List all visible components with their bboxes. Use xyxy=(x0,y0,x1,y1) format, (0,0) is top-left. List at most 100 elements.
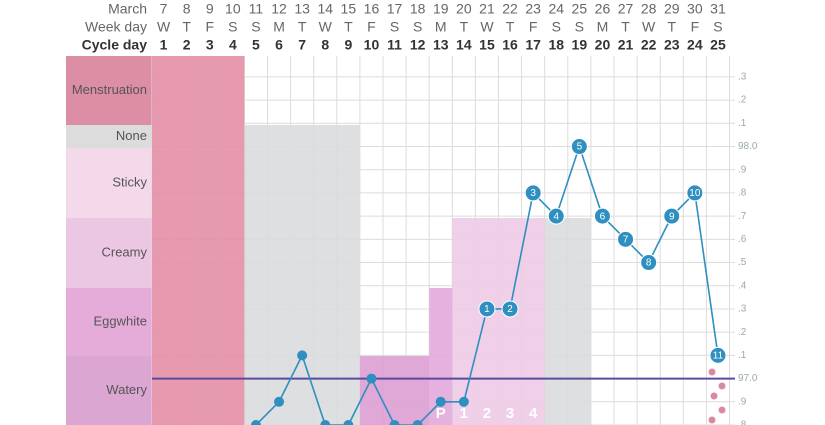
weekday: T xyxy=(344,19,353,35)
mucus-bar xyxy=(498,218,522,425)
cycle-day: 7 xyxy=(298,37,306,53)
temperature-point xyxy=(478,300,496,318)
date-label: 16 xyxy=(364,1,380,17)
row-band xyxy=(66,218,152,288)
date-label: 11 xyxy=(249,1,264,17)
y-tick-label: .3 xyxy=(738,304,747,315)
y-tick-label: .9 xyxy=(738,164,747,175)
date-label: 13 xyxy=(294,1,310,17)
row-label: Watery xyxy=(106,382,147,397)
date-label: 29 xyxy=(664,1,680,17)
mucus-bar xyxy=(290,125,314,425)
date-label: 12 xyxy=(271,1,287,17)
weekday: S xyxy=(228,19,237,35)
weekday: W xyxy=(480,19,494,35)
date-label: 31 xyxy=(710,1,726,17)
y-tick-label: .9 xyxy=(738,396,747,407)
point-label: 3 xyxy=(530,188,536,199)
cycle-day: 21 xyxy=(618,37,634,53)
weekday: S xyxy=(575,19,584,35)
weekday: S xyxy=(713,19,722,35)
cycle-day: 14 xyxy=(456,37,472,53)
mucus-bar xyxy=(152,56,176,425)
weekday: S xyxy=(552,19,561,35)
y-tick-label: .1 xyxy=(738,118,747,129)
weekday: W xyxy=(319,19,333,35)
weekday: F xyxy=(691,19,700,35)
mucus-bar xyxy=(313,125,337,425)
y-tick-label: .7 xyxy=(738,211,747,222)
row-band xyxy=(66,288,152,356)
mucus-bar xyxy=(429,288,453,425)
mucus-bar xyxy=(452,218,476,425)
point-label: 9 xyxy=(669,211,675,222)
weekday: M xyxy=(597,19,609,35)
y-tick-label: .2 xyxy=(738,95,747,106)
point-label: 10 xyxy=(689,188,701,199)
cycle-day: 2 xyxy=(183,37,191,53)
y-tick-label: .5 xyxy=(738,257,747,268)
temperature-point xyxy=(250,420,261,425)
weekday: S xyxy=(251,19,260,35)
cycle-day: 5 xyxy=(252,37,260,53)
peak-label: 3 xyxy=(506,405,514,422)
cycle-day: 12 xyxy=(410,37,426,53)
weekday: S xyxy=(390,19,399,35)
y-tick-label: .4 xyxy=(738,280,747,291)
point-label: 5 xyxy=(577,142,583,153)
weekday: F xyxy=(205,19,214,35)
cycle-day: 17 xyxy=(525,37,541,53)
temperature-point xyxy=(458,396,469,407)
weekday: F xyxy=(367,19,376,35)
month-label: March xyxy=(108,1,147,17)
temperature-point xyxy=(570,138,588,156)
peak-label: P xyxy=(436,405,446,422)
cycle-day: 4 xyxy=(229,37,237,53)
row-band xyxy=(66,56,152,125)
temperature-point xyxy=(412,420,423,425)
date-label: 21 xyxy=(479,1,495,17)
y-tick-label: 97.0 xyxy=(738,373,758,384)
y-tick-label: .2 xyxy=(738,327,747,338)
cycle-day: 22 xyxy=(641,37,657,53)
cycle-label: Cycle day xyxy=(82,37,148,53)
date-label: 25 xyxy=(572,1,588,17)
date-label: 8 xyxy=(183,1,191,17)
cycle-day: 24 xyxy=(687,37,703,53)
date-label: 17 xyxy=(387,1,403,17)
row-label: None xyxy=(116,128,147,143)
date-label: 28 xyxy=(641,1,657,17)
row-label: Creamy xyxy=(101,244,147,259)
peak-label: 2 xyxy=(483,405,491,422)
date-label: 23 xyxy=(525,1,541,17)
mucus-bar xyxy=(406,356,430,425)
weekday: M xyxy=(273,19,285,35)
date-label: 18 xyxy=(410,1,426,17)
y-tick-label: 98.0 xyxy=(738,141,758,152)
temperature-point xyxy=(343,420,354,425)
mucus-bar xyxy=(567,218,591,425)
cycle-day: 23 xyxy=(664,37,680,53)
mucus-bar xyxy=(198,56,222,425)
y-tick-label: .8 xyxy=(738,188,747,199)
y-tick-label: .3 xyxy=(738,72,747,83)
mucus-bar xyxy=(521,218,545,425)
temperature-point xyxy=(389,420,400,425)
weekday: W xyxy=(157,19,171,35)
point-label: 1 xyxy=(484,304,490,315)
weekday: T xyxy=(298,19,307,35)
row-band xyxy=(66,125,152,148)
bleeding-dots xyxy=(708,368,726,424)
mucus-bar xyxy=(221,56,245,425)
cycle-day: 6 xyxy=(275,37,283,53)
temperature-point xyxy=(524,184,542,202)
y-tick-label: .6 xyxy=(738,234,747,245)
temperature-point xyxy=(501,300,519,318)
date-label: 22 xyxy=(502,1,518,17)
weekday: T xyxy=(506,19,515,35)
mucus-bar xyxy=(383,356,407,425)
temperature-point xyxy=(435,396,446,407)
temperature-point xyxy=(320,420,331,425)
date-label: 30 xyxy=(687,1,703,17)
